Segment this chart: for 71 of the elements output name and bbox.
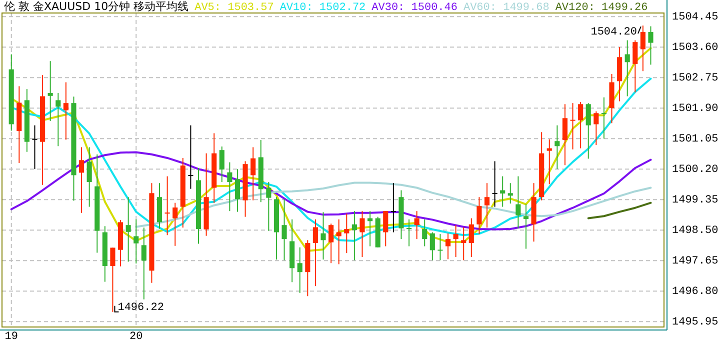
candlestick bbox=[297, 246, 302, 294]
candlestick bbox=[437, 234, 444, 261]
candlestick bbox=[546, 138, 552, 185]
x-tick-label: 19 bbox=[4, 331, 18, 341]
y-tick-label: 1499.35 bbox=[672, 194, 718, 207]
y-tick-label: 1501.05 bbox=[672, 134, 718, 146]
y-tick-label: 1498.50 bbox=[672, 225, 718, 238]
y-tick-label: 1502.75 bbox=[672, 72, 718, 84]
candlestick bbox=[188, 124, 194, 190]
candlestick bbox=[266, 182, 272, 232]
candlestick bbox=[500, 176, 506, 208]
candlestick bbox=[32, 124, 38, 170]
x-tick-label: 20 bbox=[130, 331, 143, 341]
candlestick bbox=[234, 168, 240, 212]
y-tick-label: 1501.90 bbox=[672, 103, 718, 116]
candlestick bbox=[48, 60, 53, 122]
candlestick bbox=[508, 182, 513, 204]
candlestick bbox=[352, 210, 357, 261]
candlestick bbox=[492, 160, 498, 208]
candlestick bbox=[63, 82, 68, 140]
y-tick-label: 1504.45 bbox=[672, 11, 718, 24]
candlestick bbox=[516, 176, 521, 229]
candlestick bbox=[344, 213, 350, 254]
candlestick bbox=[126, 196, 131, 262]
candlestick bbox=[110, 247, 116, 312]
y-tick-label: 1496.80 bbox=[672, 286, 718, 298]
y-tick-label: 1497.65 bbox=[672, 256, 718, 268]
candlestick bbox=[390, 182, 396, 233]
candlestick bbox=[219, 146, 224, 183]
candlestick bbox=[600, 96, 607, 140]
y-tick-label: 1503.60 bbox=[672, 42, 718, 54]
candlestick bbox=[445, 232, 451, 260]
candlestick bbox=[484, 182, 490, 228]
candlestick bbox=[250, 146, 256, 201]
candlestick bbox=[648, 26, 654, 66]
candlestick bbox=[56, 92, 61, 147]
candlestick bbox=[430, 232, 435, 261]
candlestick bbox=[624, 40, 630, 97]
candlestick bbox=[562, 104, 568, 166]
candlestick bbox=[406, 218, 412, 247]
candlestick bbox=[586, 102, 591, 160]
candlestick bbox=[523, 204, 529, 250]
candlestick bbox=[172, 202, 178, 246]
candlestick bbox=[632, 40, 638, 93]
candlestick bbox=[320, 212, 326, 260]
candlestick bbox=[164, 176, 170, 236]
candlestick bbox=[476, 196, 482, 235]
annotation: 1496.22 bbox=[114, 302, 164, 314]
candlestick bbox=[312, 218, 318, 287]
candlestick bbox=[422, 218, 428, 247]
candlestick bbox=[570, 102, 576, 150]
candlestick bbox=[328, 223, 334, 264]
candlestick bbox=[554, 124, 560, 170]
candlestick bbox=[461, 226, 466, 261]
candlestick bbox=[453, 224, 458, 258]
candlestick bbox=[227, 162, 232, 212]
candlestick bbox=[414, 210, 420, 240]
chart-title: 伦 敦 金XAUUSD 10分钟 移动平均线 bbox=[4, 0, 189, 13]
candlestick bbox=[282, 198, 287, 261]
candlestick bbox=[79, 146, 84, 214]
annotation: 1504.20 bbox=[590, 26, 642, 39]
candlestick bbox=[468, 218, 474, 258]
candlestick bbox=[141, 227, 146, 300]
candlestick bbox=[134, 218, 139, 264]
candlestick bbox=[578, 101, 584, 149]
candlestick bbox=[594, 110, 599, 146]
y-tick-label: 1495.95 bbox=[672, 316, 718, 329]
y-tick-label: 1500.20 bbox=[672, 164, 718, 176]
candlestick bbox=[360, 210, 365, 258]
candlestick bbox=[383, 210, 388, 247]
candlestick bbox=[86, 146, 92, 208]
